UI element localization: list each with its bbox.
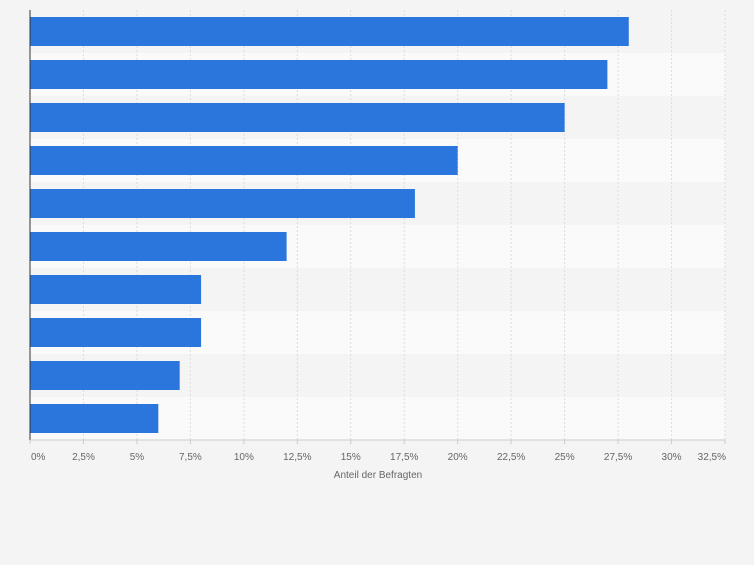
x-tick-label: 27,5% — [604, 452, 632, 463]
x-tick-label: 15% — [341, 452, 361, 463]
x-tick-label: 25% — [555, 452, 575, 463]
bar — [30, 361, 180, 390]
x-tick-label: 5% — [130, 452, 145, 463]
x-tick-label: 12,5% — [283, 452, 311, 463]
x-tick-label: 20% — [448, 452, 468, 463]
x-tick-label: 2,5% — [72, 452, 95, 463]
x-tick-label: 30% — [662, 452, 682, 463]
bar — [30, 318, 202, 347]
bar — [30, 103, 565, 132]
bar — [30, 189, 415, 218]
x-tick-labels: 0% 2,5% 5% 7,5% 10% 12,5% 15% 17,5% 20% 22,5% 25% 2… — [29, 440, 726, 463]
bar — [30, 60, 608, 89]
x-tick-label: 22,5% — [497, 452, 525, 463]
x-tick-label: 10% — [234, 452, 254, 463]
x-tick-label: 0% — [31, 452, 46, 463]
bar — [30, 232, 287, 261]
x-tick-label: 17,5% — [390, 452, 418, 463]
axes — [29, 10, 725, 441]
bar — [30, 275, 202, 304]
x-tick-label: 7,5% — [179, 452, 202, 463]
x-tick-label: 32,5% — [698, 452, 726, 463]
bar — [30, 17, 629, 46]
x-axis-label: Anteil der Befragten — [334, 470, 422, 481]
bar — [30, 146, 458, 175]
bar — [30, 404, 159, 433]
bars — [30, 17, 629, 433]
